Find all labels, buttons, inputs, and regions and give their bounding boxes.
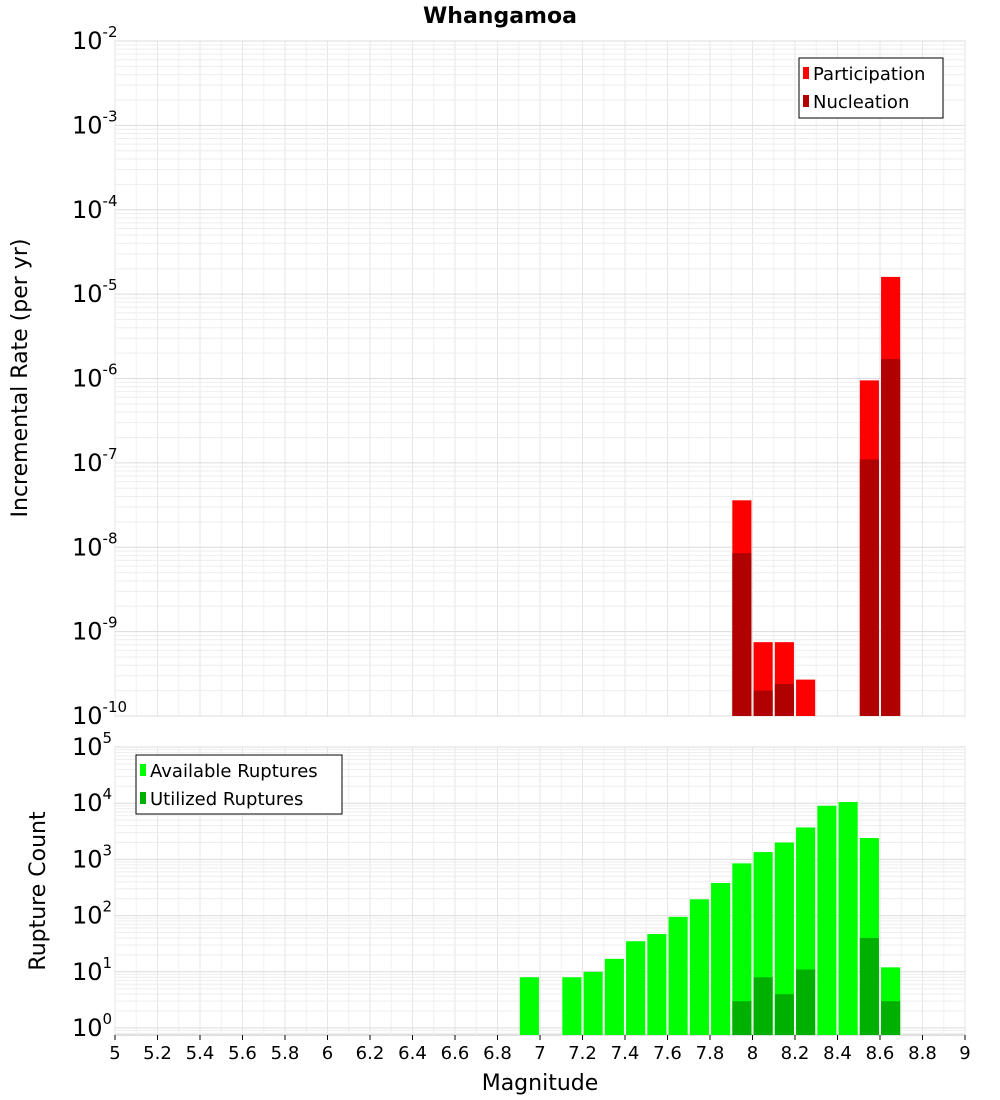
x-tick-label: 5: [109, 1043, 120, 1064]
y-tick-label: 10-7: [72, 445, 118, 477]
x-tick-label: 8.6: [866, 1043, 895, 1064]
y-tick-label: 10-2: [72, 23, 118, 55]
count-bar-a: [668, 916, 688, 1035]
y-tick-label: 10-3: [72, 107, 118, 139]
y-tick-label: 100: [72, 1010, 112, 1042]
count-bar-b: [796, 969, 816, 1035]
count-bar-a: [711, 883, 731, 1035]
count-bar-a: [838, 802, 858, 1035]
count-legend: Available Ruptures Utilized Ruptures: [135, 754, 343, 815]
rate-gridlines: [114, 40, 966, 717]
legend-label-utilized: Utilized Ruptures: [150, 789, 303, 810]
y-tick-label: 10-8: [72, 529, 118, 561]
legend-swatch-nucleation: [803, 95, 809, 107]
y-tick-label: 10-6: [72, 361, 118, 393]
x-ticks: 5 5.2 5.4 5.6 5.8 6 6.2 6.4 6.6 6.8 7 7.2 7.4 7.6 7.8 8…: [109, 1035, 971, 1064]
x-tick-label: 7.8: [696, 1043, 725, 1064]
chart-title: Whangamoa: [423, 4, 577, 29]
x-tick-label: 7.6: [653, 1043, 682, 1064]
x-tick-label: 6: [322, 1043, 333, 1064]
x-tick-label: 7.2: [568, 1043, 597, 1064]
count-panel: 100 101 102 103 104 105 5 5.2 5.4 5.6 5.8 6 6.2 6.4 6…: [26, 729, 971, 1096]
x-tick-label: 8.8: [908, 1043, 937, 1064]
count-bar-b: [753, 977, 773, 1035]
x-tick-label: 7: [534, 1043, 545, 1064]
count-bar-a: [626, 941, 646, 1035]
rate-bars: [732, 276, 901, 716]
rate-y-axis-label: Incremental Rate (per yr): [8, 239, 33, 518]
x-tick-label: 5.6: [228, 1043, 257, 1064]
y-tick-label: 10-9: [72, 614, 118, 646]
x-tick-label: 7.4: [611, 1043, 640, 1064]
y-tick-label: 10-10: [72, 698, 127, 730]
x-tick-label: 9: [959, 1043, 970, 1064]
rate-bar-b: [859, 459, 879, 716]
count-bar-a: [562, 977, 582, 1035]
y-tick-label: 102: [72, 898, 112, 930]
x-tick-label: 6.6: [441, 1043, 470, 1064]
count-bar-a: [519, 977, 539, 1035]
x-tick-label: 6.8: [483, 1043, 512, 1064]
y-tick-label: 103: [72, 841, 112, 873]
rate-bar-b: [881, 359, 901, 716]
x-tick-label: 5.4: [186, 1043, 215, 1064]
x-tick-label: 8.2: [781, 1043, 810, 1064]
count-bar-b: [774, 994, 794, 1035]
rate-legend-box: [798, 57, 944, 119]
count-bar-b: [881, 1001, 901, 1035]
count-y-axis-label: Rupture Count: [26, 811, 51, 971]
y-tick-label: 101: [72, 954, 112, 986]
y-tick-label: 10-4: [72, 192, 118, 224]
count-bar-b: [859, 937, 879, 1035]
count-bar-b: [732, 1001, 752, 1035]
x-tick-label: 5.8: [271, 1043, 300, 1064]
count-bar-a: [817, 805, 837, 1035]
legend-label-participation: Participation: [813, 64, 925, 85]
rate-bar-b: [753, 690, 773, 716]
rate-panel: 10-10 10-9 10-8 10-7 10-6 10-5 10-4 10-3 10-2 In…: [8, 23, 966, 730]
count-bar-a: [583, 971, 603, 1035]
legend-label-nucleation: Nucleation: [813, 92, 909, 113]
count-bar-a: [647, 934, 667, 1035]
x-tick-label: 5.2: [143, 1043, 172, 1064]
y-tick-label: 104: [72, 785, 112, 817]
x-tick-label: 8: [747, 1043, 758, 1064]
count-bar-a: [774, 842, 794, 1035]
count-bar-a: [604, 958, 624, 1035]
rate-bar-b: [732, 553, 752, 716]
x-axis-label: Magnitude: [482, 1071, 599, 1096]
x-tick-label: 8.4: [823, 1043, 852, 1064]
count-legend-box: [135, 754, 343, 815]
legend-swatch-utilized: [140, 792, 146, 804]
rate-bar-a: [796, 679, 816, 716]
rate-legend: Participation Nucleation: [798, 57, 944, 119]
count-bars: [519, 802, 901, 1035]
count-y-ticks: 100 101 102 103 104 105: [72, 729, 112, 1042]
legend-swatch-available: [140, 764, 146, 776]
rate-y-ticks: 10-10 10-9 10-8 10-7 10-6 10-5 10-4 10-3 10-2: [72, 23, 127, 730]
y-tick-label: 105: [72, 729, 112, 761]
count-bar-a: [689, 899, 709, 1035]
y-tick-label: 10-5: [72, 276, 118, 308]
count-bar-a: [732, 863, 752, 1035]
rate-bar-b: [774, 683, 794, 716]
x-tick-label: 6.2: [356, 1043, 385, 1064]
legend-label-available: Available Ruptures: [150, 761, 318, 782]
x-tick-label: 6.4: [398, 1043, 427, 1064]
legend-swatch-participation: [803, 67, 809, 79]
